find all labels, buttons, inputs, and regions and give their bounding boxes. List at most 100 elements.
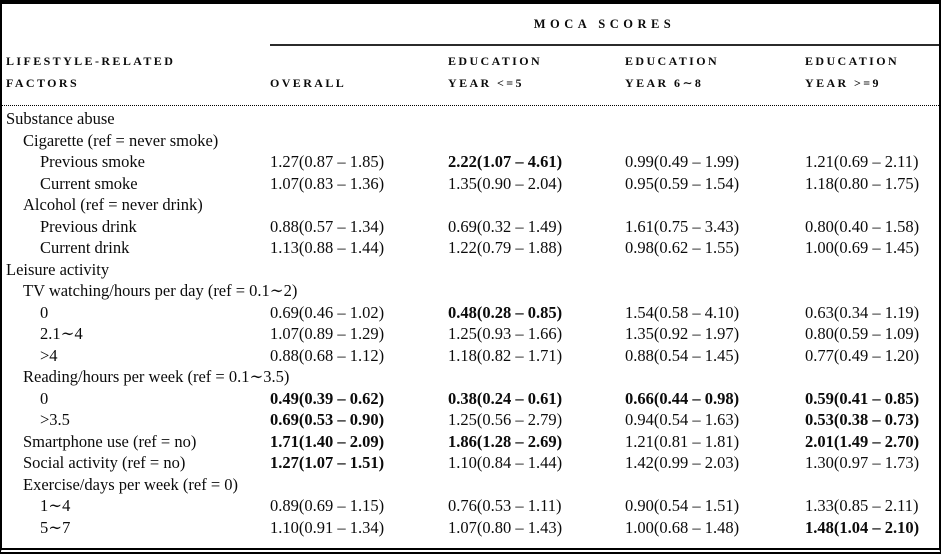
row-label: Current drink [40,238,130,257]
value-cell: 1.21(0.69 – 2.11) [805,152,919,171]
value-cell: 0.80(0.59 – 1.09) [805,324,920,343]
table-row: >4 0.88(0.68 – 1.12) 1.18(0.82 – 1.71) 0.88… [2,345,939,367]
value-cell: 1.10(0.84 – 1.44) [448,453,563,472]
value-cell: 1.18(0.82 – 1.71) [448,345,563,365]
value-cell: 1.18(0.80 – 1.75) [805,173,920,193]
value-cell [805,259,939,281]
row-label: >4 [40,345,58,365]
value-cell: 0.48(0.28 – 0.85) [448,302,563,322]
value-cell: 1.54(0.58 – 4.10) [625,302,740,322]
value-cell: 1.07(0.89 – 1.29) [270,324,385,343]
row-label: Previous smoke [40,152,145,171]
value-cell: 1.30(0.97 – 1.73) [805,453,920,472]
value-cell: 1.07(0.80 – 1.43) [448,517,563,537]
value-cell [448,474,625,496]
value-cell [270,366,448,388]
value-cell [805,194,939,216]
spanner-title: MOCA SCORES [533,16,676,31]
table-row: 5∼7 1.10(0.91 – 1.34) 1.07(0.80 – 1.43) 1.0… [2,517,939,539]
value-cell: 1.13(0.88 – 1.44) [270,238,385,257]
value-cell: 0.95(0.59 – 1.54) [625,173,740,193]
value-cell [805,108,939,130]
value-cell: 1.27(1.07 – 1.51) [270,453,385,472]
value-cell: 0.99(0.49 – 1.99) [625,152,740,171]
value-cell [625,130,805,152]
value-cell [805,474,939,496]
row-label: Exercise/days per week (ref = 0) [23,474,238,494]
education-6to8-line1: EDUCATION [625,54,720,68]
row-label: 0 [40,388,49,408]
table-section-row: Substance abuse [2,108,939,130]
table-row: Smartphone use (ref = no) 1.71(1.40 – 2.0… [2,431,939,453]
value-cell: 0.69(0.53 – 0.90) [270,410,385,429]
value-cell [448,130,625,152]
value-cell [805,130,939,152]
value-cell: 1.33(0.85 – 2.11) [805,496,919,515]
row-label: Previous drink [40,216,137,236]
value-cell [270,474,448,496]
table-spanner-row: MOCA SCORES [2,4,939,44]
value-cell [805,280,939,302]
column-header-education-6to8: EDUCATION YEAR 6∼8 [625,50,805,94]
value-cell [625,366,805,388]
overall-header-line2: OVERALL [270,76,347,90]
value-cell: 1.35(0.92 – 1.97) [625,324,740,343]
value-cell: 0.77(0.49 – 1.20) [805,345,920,365]
table-row: Current smoke 1.07(0.83 – 1.36) 1.35(0.90 … [2,173,939,195]
table-row: 2.1∼4 1.07(0.89 – 1.29) 1.25(0.93 – 1.66) 1… [2,323,939,345]
row-label: Leisure activity [6,259,110,279]
value-cell [625,259,805,281]
row-label: 5∼7 [40,517,71,537]
row-label: Smartphone use (ref = no) [23,431,197,451]
row-label: Alcohol (ref = never drink) [23,195,203,214]
value-cell: 0.88(0.57 – 1.34) [270,216,385,236]
table-section-row: Leisure activity [2,259,939,281]
row-label: Current smoke [40,173,138,193]
row-label: Social activity (ref = no) [23,453,186,472]
value-cell: 1.27(0.87 – 1.85) [270,152,385,171]
value-cell: 0.66(0.44 – 0.98) [625,388,740,408]
value-cell: 1.42(0.99 – 2.03) [625,453,740,472]
table-row: Social activity (ref = no) 1.27(1.07 – 1.… [2,452,939,474]
table-section-row: Exercise/days per week (ref = 0) [2,474,939,496]
value-cell [270,108,448,130]
value-cell: 1.86(1.28 – 2.69) [448,431,563,451]
value-cell: 1.25(0.93 – 1.66) [448,324,563,343]
row-label: Cigarette (ref = never smoke) [23,130,219,150]
value-cell: 0.69(0.46 – 1.02) [270,302,385,322]
table-section-row: TV watching/hours per day (ref = 0.1∼2) [2,280,939,302]
factors-header-line1: LIFESTYLE-RELATED [6,54,176,68]
row-label: Substance abuse [6,109,115,128]
table-row: >3.5 0.69(0.53 – 0.90) 1.25(0.56 – 2.79) 0.… [2,409,939,431]
value-cell: 1.48(1.04 – 2.10) [805,517,920,537]
table-row: Previous drink 0.88(0.57 – 1.34) 0.69(0.32… [2,216,939,238]
value-cell: 0.88(0.68 – 1.12) [270,345,385,365]
value-cell: 1.00(0.69 – 1.45) [805,238,920,257]
value-cell [448,108,625,130]
value-cell: 0.69(0.32 – 1.49) [448,216,563,236]
column-header-overall: OVERALL [270,50,448,94]
table-section-row: Reading/hours per week (ref = 0.1∼3.5) [2,366,939,388]
value-cell [448,259,625,281]
row-label: 2.1∼4 [40,324,83,343]
value-cell: 0.49(0.39 – 0.62) [270,388,385,408]
value-cell [625,280,805,302]
education-le5-line2: YEAR <=5 [448,76,524,90]
value-cell: 0.94(0.54 – 1.63) [625,410,740,429]
value-cell: 1.25(0.56 – 2.79) [448,410,563,429]
row-label: TV watching/hours per day (ref = 0.1∼2) [23,281,298,300]
table-row: Previous smoke 1.27(0.87 – 1.85) 2.22(1.07… [2,151,939,173]
value-cell [625,194,805,216]
value-cell: 0.90(0.54 – 1.51) [625,496,740,515]
value-cell [805,366,939,388]
education-ge9-line2: YEAR >=9 [805,76,881,90]
value-cell: 0.98(0.62 – 1.55) [625,238,740,257]
value-cell [448,194,625,216]
value-cell: 0.63(0.34 – 1.19) [805,302,920,322]
education-le5-line1: EDUCATION [448,54,543,68]
row-label: >3.5 [40,410,70,429]
table-row: Current drink 1.13(0.88 – 1.44) 1.22(0.79 … [2,237,939,259]
factors-header-line2: FACTORS [6,76,80,90]
value-cell: 0.38(0.24 – 0.61) [448,388,563,408]
